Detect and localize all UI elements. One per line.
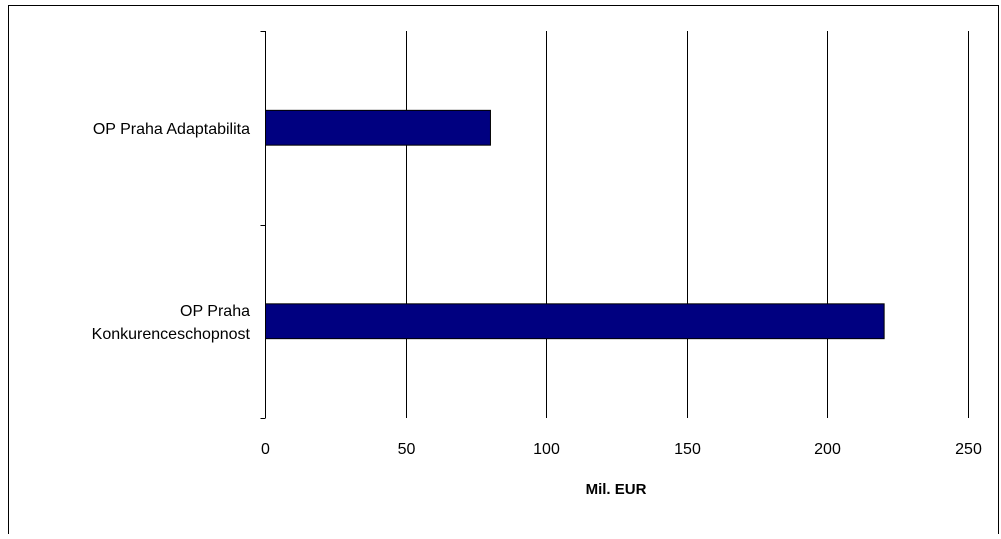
labels: 0 50 100 150 200 250 OP Praha Adaptabilita OP P… bbox=[92, 121, 982, 458]
axes bbox=[260, 31, 266, 419]
x-tick-label-150: 150 bbox=[674, 441, 701, 458]
category-label-2: OP Praha Konkurenceschopnost bbox=[92, 303, 251, 343]
category-label-2-line-2: Konkurenceschopnost bbox=[92, 326, 251, 343]
category-label-1: OP Praha Adaptabilita bbox=[93, 121, 250, 138]
chart-border bbox=[8, 5, 999, 535]
x-tick-label-50: 50 bbox=[398, 441, 416, 458]
x-tick-label-250: 250 bbox=[955, 441, 982, 458]
bar-2 bbox=[265, 303, 885, 340]
x-tick-label-0: 0 bbox=[261, 441, 270, 458]
x-axis-title: Mil. EUR bbox=[586, 481, 647, 498]
bar-1 bbox=[265, 109, 491, 146]
category-label-1-line-1: OP Praha Adaptabilita bbox=[93, 121, 250, 138]
x-tick-label-200: 200 bbox=[814, 441, 841, 458]
bars bbox=[265, 109, 885, 340]
grid-lines bbox=[406, 31, 969, 418]
x-tick-label-100: 100 bbox=[533, 441, 560, 458]
category-label-2-line-1: OP Praha bbox=[180, 303, 250, 320]
